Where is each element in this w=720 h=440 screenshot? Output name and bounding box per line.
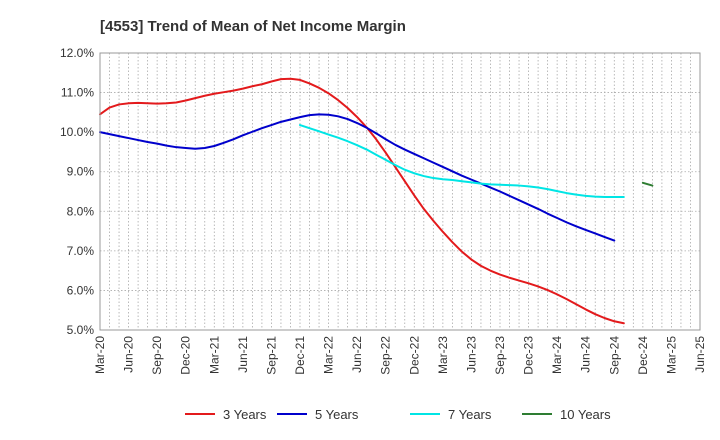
series-lines	[99, 77, 654, 325]
y-tick-label: 8.0%	[67, 204, 95, 218]
x-tick-label: Mar-25	[664, 336, 678, 374]
x-tick-label: Mar-21	[207, 336, 221, 374]
x-tick-label: Jun-25	[693, 336, 707, 373]
series-line-2	[99, 113, 616, 242]
chart-title: [4553] Trend of Mean of Net Income Margi…	[100, 18, 406, 35]
y-tick-label: 9.0%	[67, 165, 95, 179]
y-tick-label: 5.0%	[67, 323, 95, 337]
plot-border	[99, 52, 701, 331]
x-tick-label: Dec-23	[522, 336, 536, 375]
y-tick-label: 12.0%	[60, 46, 94, 60]
legend: 3 Years 5 Years 7 Years 10 Years	[185, 407, 611, 422]
grid-lines	[99, 52, 701, 331]
series-line-3	[299, 124, 625, 199]
y-tick-label: 7.0%	[67, 244, 95, 258]
x-tick-label: Mar-23	[436, 336, 450, 374]
x-tick-label: Sep-20	[150, 336, 164, 375]
x-tick-label: Sep-23	[493, 336, 507, 375]
x-tick-label: Sep-22	[379, 336, 393, 375]
x-tick-label: Jun-20	[122, 336, 136, 373]
x-tick-label: Mar-20	[93, 336, 107, 374]
x-tick-label: Mar-24	[550, 336, 564, 374]
x-tick-label: Sep-21	[264, 336, 278, 375]
x-tick-label: Jun-21	[236, 336, 250, 373]
legend-label-1: 3 Years	[223, 407, 267, 422]
x-tick-label: Mar-22	[322, 336, 336, 374]
y-tick-label: 11.0%	[61, 86, 94, 100]
x-tick-label: Jun-22	[350, 336, 364, 373]
x-tick-label: Dec-24	[636, 336, 650, 375]
x-tick-label: Sep-24	[607, 336, 621, 375]
x-tick-label: Dec-21	[293, 336, 307, 375]
y-axis: 5.0% 6.0% 7.0% 8.0% 9.0% 10.0% 11.0% 12.0%	[60, 46, 94, 337]
y-tick-label: 6.0%	[67, 283, 95, 297]
legend-label-3: 7 Years	[448, 407, 492, 422]
plot-frame	[100, 53, 700, 330]
x-tick-label: Dec-22	[407, 336, 421, 375]
legend-label-4: 10 Years	[560, 407, 611, 422]
y-tick-label: 10.0%	[60, 125, 94, 139]
x-tick-label: Dec-20	[179, 336, 193, 375]
series-line-1	[99, 77, 625, 325]
legend-label-2: 5 Years	[315, 407, 359, 422]
x-axis: Mar-20 Jun-20 Sep-20 Dec-20 Mar-21 Jun-21 Sep-…	[93, 336, 707, 375]
series-line-4	[641, 181, 654, 187]
x-tick-label: Jun-23	[464, 336, 478, 373]
x-tick-label: Jun-24	[579, 336, 593, 373]
